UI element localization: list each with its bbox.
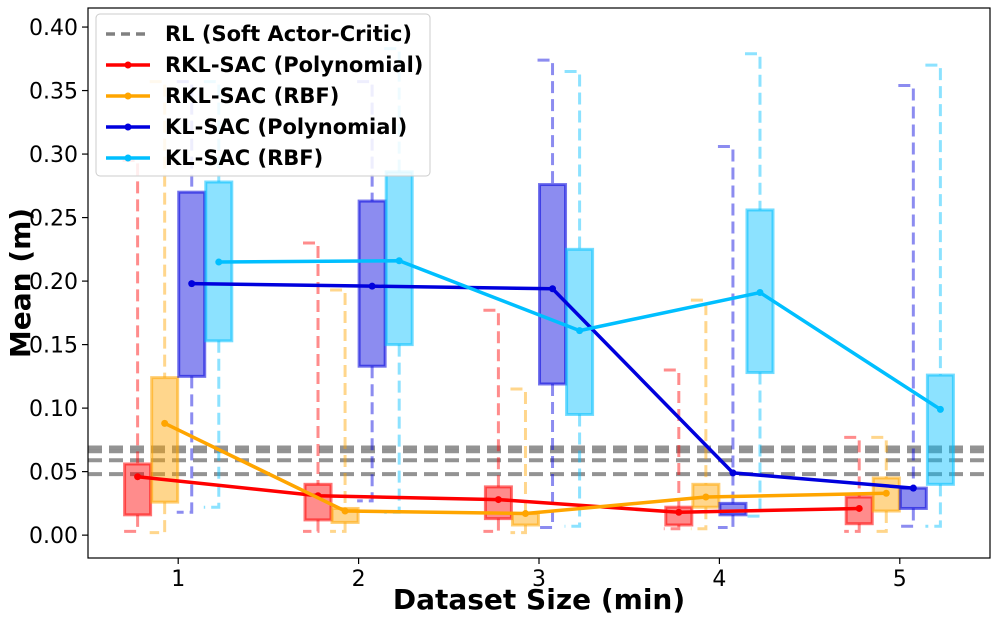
whisker-high-s0-c2 — [483, 308, 500, 487]
whisker-low-s1-c0 — [149, 502, 167, 535]
whisker-high-s2-c2 — [537, 58, 555, 185]
whisker-low-s2-c1 — [357, 366, 374, 503]
whisker-high-s0-c3 — [663, 368, 681, 508]
legend-frame — [95, 13, 431, 177]
mean-point-s3-c3 — [756, 289, 764, 297]
whisker-low-s0-c2 — [483, 518, 500, 533]
mean-point-s2-c2 — [549, 285, 557, 293]
whisker-high-s3-c4 — [925, 63, 942, 376]
mean-point-s2-c4 — [909, 484, 917, 492]
y-tick-label-0: 0.00 — [29, 524, 78, 549]
whisker-high-s1-c2 — [510, 387, 527, 514]
mean-point-s0-c3 — [675, 508, 683, 516]
whisker-low-s3-c2 — [564, 414, 582, 528]
whisker-high-s2-c4 — [898, 83, 915, 489]
whisker-low-s0-c4 — [844, 523, 861, 533]
box-s2-c3 — [718, 501, 748, 517]
whisker-high-s0-c0 — [122, 158, 140, 465]
legend-label-rkl-rbf: RKL-SAC (RBF) — [165, 84, 339, 108]
mean-point-s2-c1 — [368, 282, 376, 290]
whisker-high-s3-c2 — [564, 70, 582, 250]
legend: RL (Soft Actor-Critic) RKL-SAC (Polynomi… — [95, 13, 431, 177]
mean-point-s1-c3 — [702, 493, 710, 501]
x-tick-label-0: 1 — [171, 567, 185, 592]
mean-point-s3-c2 — [576, 327, 584, 335]
x-axis-label: Dataset Size (min) — [393, 583, 685, 616]
mean-point-s2-c3 — [729, 469, 737, 477]
mean-point-s1-c1 — [341, 507, 349, 515]
mean-point-s3-c1 — [395, 257, 403, 265]
whisker-high-s1-c1 — [330, 288, 347, 509]
y-tick-label-6: 0.30 — [29, 143, 78, 168]
whisker-low-s1-c2 — [510, 524, 527, 535]
whisker-high-s0-c4 — [844, 435, 861, 498]
whisker-low-s2-c0 — [176, 376, 194, 514]
y-tick-label-2: 0.10 — [29, 397, 78, 422]
whisker-high-s2-c3 — [717, 144, 735, 504]
mean-point-s3-c0 — [215, 258, 223, 266]
box-s0-c0 — [123, 462, 153, 517]
whisker-low-s1-c3 — [690, 507, 708, 531]
mean-point-s0-c4 — [855, 504, 863, 512]
legend-marker-kl-rbf — [124, 154, 132, 162]
legend-marker-rkl-poly — [124, 61, 132, 69]
mean-point-s1-c0 — [161, 419, 169, 427]
whisker-high-s1-c3 — [690, 298, 708, 485]
legend-label-kl-poly: KL-SAC (Polynomial) — [165, 115, 407, 139]
y-tick-label-8: 0.40 — [29, 16, 78, 41]
y-tick-label-5: 0.25 — [29, 207, 78, 232]
x-tick-label-2: 3 — [532, 567, 546, 592]
legend-marker-rkl-rbf — [124, 92, 132, 100]
box-s3-c4 — [925, 373, 955, 486]
whisker-high-s3-c3 — [744, 52, 762, 210]
x-tick-label-4: 5 — [893, 567, 907, 592]
whisker-low-s3-c1 — [384, 344, 401, 514]
mean-point-s1-c4 — [882, 489, 890, 497]
y-tick-label-7: 0.35 — [29, 80, 78, 105]
whisker-low-s3-c3 — [744, 372, 762, 518]
legend-label-baseline: RL (Soft Actor-Critic) — [165, 22, 412, 46]
mean-point-s0-c2 — [494, 496, 502, 504]
whisker-low-s0-c1 — [303, 519, 320, 533]
whisker-high-s1-c4 — [871, 435, 888, 478]
whisker-low-s0-c0 — [122, 514, 140, 533]
legend-label-rkl-poly: RKL-SAC (Polynomial) — [165, 53, 423, 77]
x-tick-label-3: 4 — [712, 567, 726, 592]
legend-marker-kl-poly — [124, 123, 132, 131]
whisker-low-s3-c4 — [925, 484, 942, 528]
y-tick-label-4: 0.20 — [29, 270, 78, 295]
whisker-low-s3-c0 — [203, 340, 221, 509]
x-tick-label-1: 2 — [352, 567, 366, 592]
line-layer — [134, 257, 944, 518]
box-s0-c1 — [303, 482, 333, 522]
y-tick-label-1: 0.05 — [29, 461, 78, 486]
legend-label-kl-rbf: KL-SAC (RBF) — [165, 146, 323, 170]
mean-point-s0-c0 — [134, 473, 142, 481]
whisker-low-s1-c4 — [871, 511, 888, 533]
whisker-low-s2-c3 — [717, 514, 735, 530]
whisker-high-s0-c1 — [303, 241, 320, 485]
axis-layer: 0.00 0.05 0.10 0.15 0.20 0.25 0.30 0.35 0.40 1 2 3 4… — [29, 16, 907, 592]
whisker-low-s2-c2 — [537, 383, 555, 530]
box-s2-c2 — [538, 183, 568, 386]
box-s1-c0 — [150, 376, 180, 504]
mean-point-s2-c0 — [188, 280, 196, 288]
box-layer — [122, 47, 955, 535]
whisker-low-s1-c1 — [330, 522, 347, 533]
y-axis-label: Mean (m) — [4, 208, 37, 358]
mean-point-s1-c2 — [521, 510, 529, 518]
y-tick-label-3: 0.15 — [29, 334, 78, 359]
whisker-low-s2-c4 — [898, 508, 915, 528]
mean-point-s3-c4 — [936, 405, 944, 413]
